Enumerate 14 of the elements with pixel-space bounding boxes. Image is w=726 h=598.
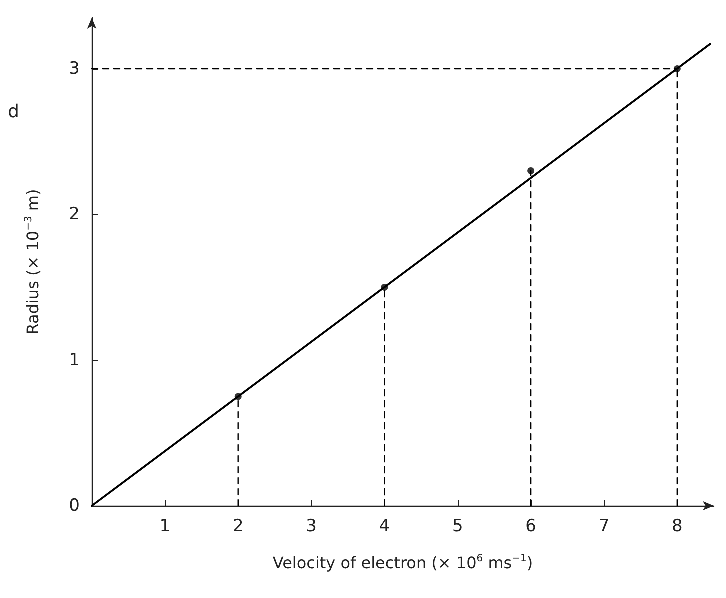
x-tick-label: 3 xyxy=(306,516,317,536)
y-tick-label: 0 xyxy=(69,496,80,516)
x-tick-label: 5 xyxy=(452,516,464,536)
y-tick-label: 2 xyxy=(69,204,80,225)
x-tick-label: 4 xyxy=(379,516,390,536)
text: d xyxy=(8,102,20,122)
y-tick-label: 1 xyxy=(69,350,80,370)
x-tick-label: 2 xyxy=(232,516,244,536)
x-tick-label: 1 xyxy=(160,516,171,536)
y-tick-label: 3 xyxy=(69,58,80,79)
x-tick-label: 6 xyxy=(526,516,536,536)
x-tick-label: 8 xyxy=(672,516,683,536)
y-axis-title: Radius (× 10−3 m) xyxy=(24,189,42,335)
x-tick-label: 7 xyxy=(598,516,610,536)
